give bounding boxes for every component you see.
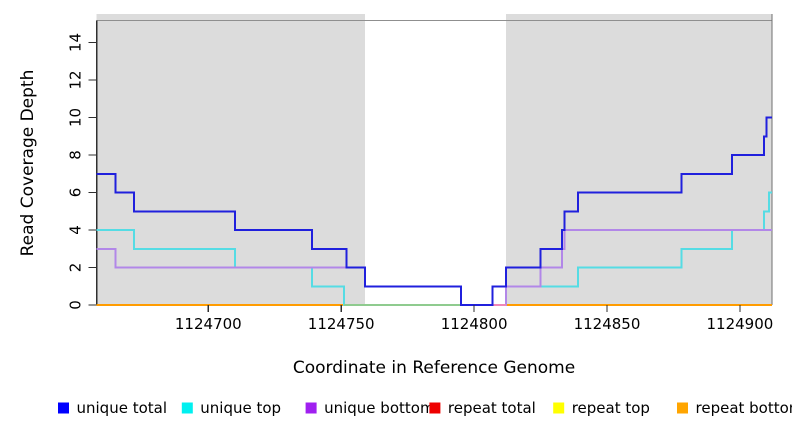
y-tick-label: 14 — [67, 33, 85, 52]
legend-swatch — [553, 402, 565, 414]
legend-label: repeat top — [572, 399, 650, 417]
y-tick-label: 10 — [67, 108, 85, 127]
y-tick-label: 8 — [67, 150, 85, 160]
legend-label: unique top — [200, 399, 281, 417]
x-axis: 1124700 1124750 1124800 1124850 1124900 — [175, 305, 773, 333]
series-unique-total — [96, 116, 772, 306]
legend-swatch — [677, 402, 688, 414]
legend-swatch — [58, 402, 69, 414]
legend-label: unique total — [77, 399, 168, 417]
y-tick-label: 2 — [67, 263, 85, 273]
shaded-regions — [96, 14, 772, 305]
x-axis-title: Coordinate in Reference Genome — [293, 358, 575, 378]
y-tick-label: 6 — [67, 188, 85, 198]
x-tick-label: 1124700 — [175, 315, 242, 333]
series-lines — [96, 116, 772, 306]
y-axis-title: Read Coverage Depth — [18, 70, 38, 257]
x-tick-label: 1124900 — [706, 315, 773, 333]
legend-swatch — [181, 402, 193, 414]
shaded-region — [505, 14, 772, 305]
y-tick-label: 4 — [67, 225, 85, 235]
x-tick-label: 1124850 — [574, 315, 641, 333]
legend-label: unique bottom — [324, 399, 434, 417]
legend: unique total unique top unique bottom repea… — [58, 399, 792, 417]
plot-border — [96, 14, 773, 305]
shaded-region — [96, 14, 366, 305]
x-tick-label: 1124800 — [441, 315, 508, 333]
x-tick-label: 1124750 — [308, 315, 375, 333]
legend-label: repeat total — [448, 399, 536, 417]
y-axis: 0 2 4 6 8 10 12 14 — [67, 33, 97, 310]
legend-swatch — [305, 402, 317, 414]
legend-swatch — [429, 402, 441, 414]
legend-label: repeat bottom — [696, 399, 792, 417]
y-tick-label: 12 — [67, 70, 85, 89]
series-unique-bottom — [96, 229, 772, 306]
y-tick-label: 0 — [67, 300, 85, 310]
